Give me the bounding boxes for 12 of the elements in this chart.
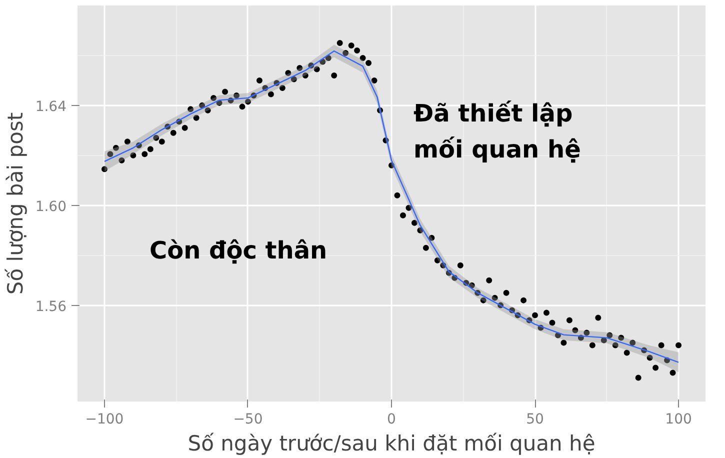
y-tick-label: 1.60 (35, 198, 66, 215)
x-tick-label: 100 (665, 412, 692, 428)
annotation: Đã thiết lập mối quan hệ (414, 100, 581, 164)
x-tick-label: 50 (526, 412, 544, 428)
y-axis-title: Số lượng bài post (3, 112, 28, 295)
x-tick-label: 0 (387, 412, 396, 428)
x-tick-label: −50 (233, 412, 263, 428)
annotation: Còn độc thân (150, 236, 328, 265)
y-tick-label: 1.64 (35, 98, 67, 115)
x-axis-title: Số ngày trước/sau khi đặt mối quan hệ (188, 432, 596, 456)
x-tick-label: −100 (85, 412, 124, 428)
y-tick-label: 1.56 (35, 298, 67, 315)
